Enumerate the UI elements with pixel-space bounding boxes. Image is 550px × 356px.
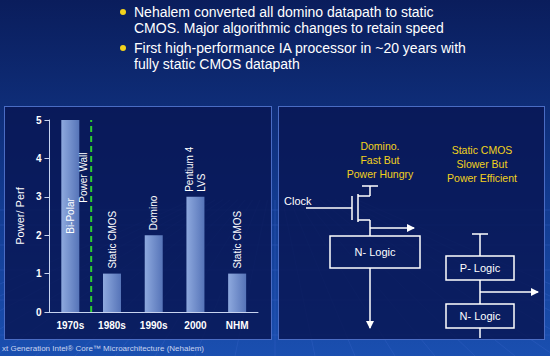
svg-text:Power Wall: Power Wall <box>78 152 89 202</box>
svg-text:LVS: LVS <box>196 173 207 191</box>
svg-text:2000: 2000 <box>184 320 207 331</box>
svg-text:1: 1 <box>36 268 42 279</box>
svg-text:5: 5 <box>36 115 42 126</box>
svg-text:Slower But: Slower But <box>457 158 508 170</box>
html-text:xt Generation Intel® Core™ Mic: xt Generation Intel® Core™ Microarchitec… <box>2 344 204 353</box>
svg-text:1980s: 1980s <box>98 320 126 331</box>
svg-text:Static CMOS: Static CMOS <box>107 210 118 268</box>
svg-text:Fast But: Fast But <box>360 154 399 166</box>
svg-text:Bi-Polar: Bi-Polar <box>65 198 76 234</box>
svg-text:1990s: 1990s <box>140 320 168 331</box>
svg-text:Domino.: Domino. <box>360 140 399 152</box>
html-text:Nehalem converted all domino d: Nehalem converted all domino datapath to… <box>134 4 444 36</box>
svg-text:0: 0 <box>36 307 42 318</box>
svg-text:Power Efficient: Power Efficient <box>447 172 517 184</box>
svg-text:P- Logic: P- Logic <box>460 262 501 274</box>
svg-text:Static CMOS: Static CMOS <box>232 210 243 268</box>
svg-text:2: 2 <box>36 230 42 241</box>
svg-text:N- Logic: N- Logic <box>355 246 396 258</box>
svg-text:1970s: 1970s <box>56 320 84 331</box>
svg-text:Domino: Domino <box>148 195 159 230</box>
svg-text:N- Logic: N- Logic <box>460 310 501 322</box>
svg-text:3: 3 <box>36 191 42 202</box>
svg-text:4: 4 <box>36 153 42 164</box>
svg-text:NHM: NHM <box>226 320 249 331</box>
svg-text:Power Hungry: Power Hungry <box>347 168 414 180</box>
svg-text:Power/ Perf: Power/ Perf <box>14 186 26 244</box>
svg-text:Clock: Clock <box>284 195 312 207</box>
html-text:First high-performance IA proc: First high-performance IA processor in ~… <box>134 40 466 72</box>
svg-text:Pentium 4: Pentium 4 <box>184 146 195 191</box>
svg-text:Static CMOS: Static CMOS <box>452 144 513 156</box>
